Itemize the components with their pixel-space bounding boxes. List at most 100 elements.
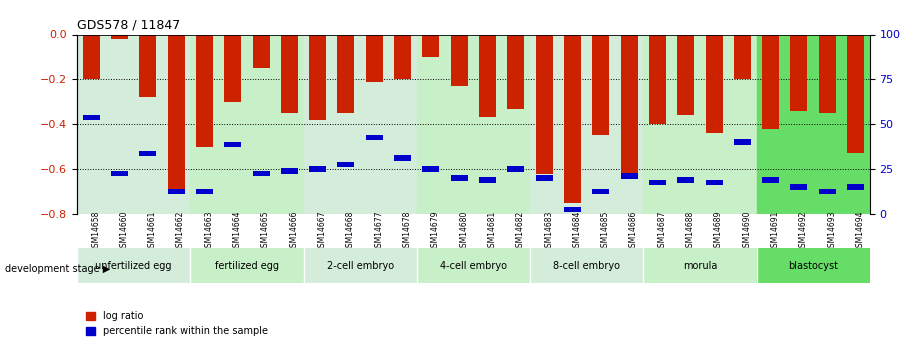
Text: GSM14691: GSM14691	[771, 210, 780, 252]
Text: blastocyst: blastocyst	[788, 261, 838, 270]
Text: GSM14665: GSM14665	[261, 210, 270, 252]
Bar	[394, 155, 411, 161]
Text: unfertilized egg: unfertilized egg	[95, 261, 172, 270]
Bar	[643, 34, 757, 214]
Bar	[593, 189, 610, 194]
Bar	[564, 34, 581, 203]
Text: GSM14692: GSM14692	[799, 210, 808, 252]
Text: 2-cell embryo: 2-cell embryo	[326, 261, 394, 270]
Bar	[734, 34, 751, 79]
Bar	[757, 34, 870, 214]
Bar	[762, 177, 779, 183]
Bar	[530, 34, 643, 214]
Bar	[77, 248, 190, 283]
Bar	[507, 166, 525, 172]
Bar	[82, 34, 100, 79]
Text: GSM14678: GSM14678	[402, 210, 411, 252]
Text: GSM14658: GSM14658	[92, 210, 101, 252]
Text: GSM14681: GSM14681	[487, 210, 496, 252]
Text: GSM14688: GSM14688	[686, 210, 695, 252]
Bar	[450, 34, 467, 86]
Text: GSM14694: GSM14694	[855, 210, 864, 252]
Bar	[706, 34, 723, 133]
Bar	[479, 34, 496, 117]
Text: GSM14693: GSM14693	[827, 210, 836, 252]
Bar	[140, 34, 157, 97]
Bar	[422, 34, 439, 57]
Text: GSM14680: GSM14680	[459, 210, 468, 252]
Bar	[309, 166, 326, 172]
Text: GSM14690: GSM14690	[742, 210, 751, 252]
Text: GSM14677: GSM14677	[374, 210, 383, 252]
Bar	[649, 34, 666, 124]
Bar	[304, 34, 417, 214]
Bar	[678, 177, 694, 183]
Bar	[394, 34, 411, 79]
Bar	[564, 207, 581, 212]
Bar	[479, 177, 496, 183]
Text: GDS578 / 11847: GDS578 / 11847	[77, 19, 180, 32]
Bar	[507, 34, 525, 108]
Bar	[643, 248, 757, 283]
Bar	[337, 162, 354, 167]
Bar	[417, 34, 530, 214]
Bar	[366, 135, 382, 140]
Text: GSM14663: GSM14663	[205, 210, 214, 252]
Text: 4-cell embryo: 4-cell embryo	[440, 261, 506, 270]
Bar	[678, 34, 694, 115]
Text: GSM14664: GSM14664	[233, 210, 242, 252]
Bar	[649, 180, 666, 185]
Bar	[168, 34, 185, 191]
Bar	[706, 180, 723, 185]
Bar	[111, 34, 128, 39]
Bar	[225, 34, 241, 102]
Text: GSM14660: GSM14660	[120, 210, 129, 252]
Bar	[82, 115, 100, 120]
Text: GSM14685: GSM14685	[601, 210, 610, 252]
Bar	[304, 248, 417, 283]
Text: GSM14682: GSM14682	[516, 210, 525, 252]
Text: 8-cell embryo: 8-cell embryo	[554, 261, 620, 270]
Text: GSM14689: GSM14689	[714, 210, 723, 252]
Text: GSM14683: GSM14683	[545, 210, 554, 252]
Bar	[450, 175, 467, 181]
Text: GSM14662: GSM14662	[176, 210, 185, 252]
Bar	[819, 189, 836, 194]
Bar	[535, 34, 553, 174]
Bar	[196, 34, 213, 147]
Bar	[847, 184, 864, 190]
Bar	[190, 34, 304, 214]
Bar	[253, 171, 270, 176]
Bar	[111, 171, 128, 176]
Bar	[734, 139, 751, 145]
Bar	[140, 150, 157, 156]
Bar	[77, 34, 190, 214]
Bar	[196, 189, 213, 194]
Text: fertilized egg: fertilized egg	[215, 261, 279, 270]
Bar	[757, 248, 870, 283]
Bar	[621, 173, 638, 179]
Bar	[190, 248, 304, 283]
Text: GSM14686: GSM14686	[629, 210, 638, 252]
Bar	[535, 175, 553, 181]
Bar	[337, 34, 354, 113]
Text: GSM14661: GSM14661	[148, 210, 157, 252]
Bar	[819, 34, 836, 113]
Bar	[790, 34, 807, 111]
Legend: log ratio, percentile rank within the sample: log ratio, percentile rank within the sa…	[82, 307, 272, 340]
Bar	[253, 34, 270, 68]
Text: GSM14679: GSM14679	[431, 210, 440, 252]
Text: GSM14684: GSM14684	[573, 210, 582, 252]
Bar	[790, 184, 807, 190]
Bar	[225, 141, 241, 147]
Text: development stage ▶: development stage ▶	[5, 264, 110, 274]
Text: GSM14667: GSM14667	[318, 210, 327, 252]
Bar	[422, 166, 439, 172]
Bar	[621, 34, 638, 176]
Text: GSM14668: GSM14668	[346, 210, 355, 252]
Bar	[281, 34, 298, 113]
Bar	[593, 34, 610, 136]
Bar	[762, 34, 779, 129]
Text: GSM14687: GSM14687	[658, 210, 667, 252]
Bar	[168, 189, 185, 194]
